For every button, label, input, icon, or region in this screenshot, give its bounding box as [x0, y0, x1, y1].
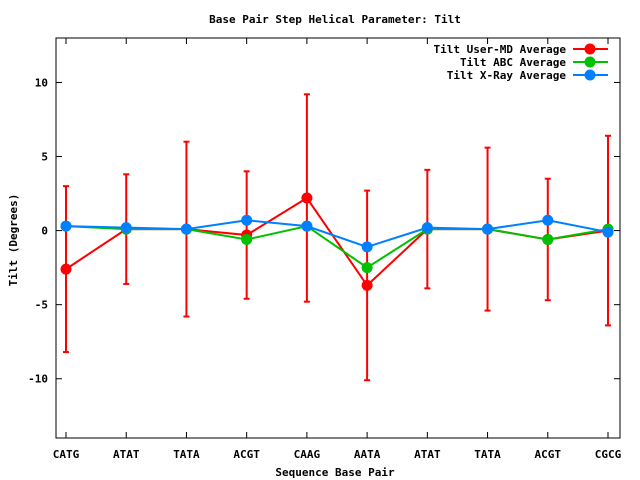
legend-marker: [584, 69, 596, 81]
y-tick-label: -10: [28, 373, 48, 386]
plot-area-frame: [55, 37, 621, 439]
data-point: [60, 220, 72, 232]
x-tick-label: TATA: [474, 448, 501, 461]
data-point: [361, 262, 373, 274]
legend-label: Tilt User-MD Average: [434, 43, 567, 56]
y-tick-label: 0: [41, 225, 48, 238]
x-tick-label: CGCG: [595, 448, 622, 461]
data-point: [301, 192, 313, 204]
data-point: [241, 233, 253, 245]
y-tick-label: -5: [35, 299, 48, 312]
data-point: [482, 223, 494, 235]
data-point: [421, 222, 433, 234]
y-tick-label: 10: [35, 76, 48, 89]
data-point: [60, 263, 72, 275]
x-tick-label: CATG: [53, 448, 80, 461]
x-tick-label: ATAT: [414, 448, 441, 461]
y-tick-label: 5: [41, 151, 48, 164]
x-tick-label: CAAG: [294, 448, 321, 461]
legend-marker: [584, 43, 596, 55]
series-line: [65, 196, 609, 287]
series-1: [60, 192, 614, 291]
x-axis-ticks: CATG ATAT TATA ACGT CAAG AATA ATAT TATA ACGT CGCG: [53, 38, 622, 461]
data-point: [301, 220, 313, 232]
data-point: [180, 223, 192, 235]
chart-title: Base Pair Step Helical Parameter: Tilt: [209, 13, 461, 26]
series-line: [65, 225, 609, 269]
series-layer: [60, 192, 614, 291]
data-point: [361, 241, 373, 253]
x-tick-label: AATA: [354, 448, 381, 461]
y-axis-ticks: -10 -5 0 5 10: [28, 76, 620, 386]
legend-label: Tilt X-Ray Average: [447, 69, 567, 82]
data-point: [542, 214, 554, 226]
series-line: [65, 219, 609, 248]
data-point: [241, 214, 253, 226]
data-point: [361, 279, 373, 291]
legend-label: Tilt ABC Average: [460, 56, 566, 69]
series-3: [60, 214, 614, 253]
legend-marker: [584, 56, 596, 68]
x-tick-label: ATAT: [113, 448, 140, 461]
x-tick-label: TATA: [173, 448, 200, 461]
x-tick-label: ACGT: [233, 448, 260, 461]
data-point: [120, 222, 132, 234]
data-point: [542, 233, 554, 245]
x-axis-label: Sequence Base Pair: [275, 466, 395, 479]
data-point: [602, 226, 614, 238]
x-tick-label: ACGT: [535, 448, 562, 461]
y-axis-label: Tilt (Degrees): [7, 194, 20, 287]
